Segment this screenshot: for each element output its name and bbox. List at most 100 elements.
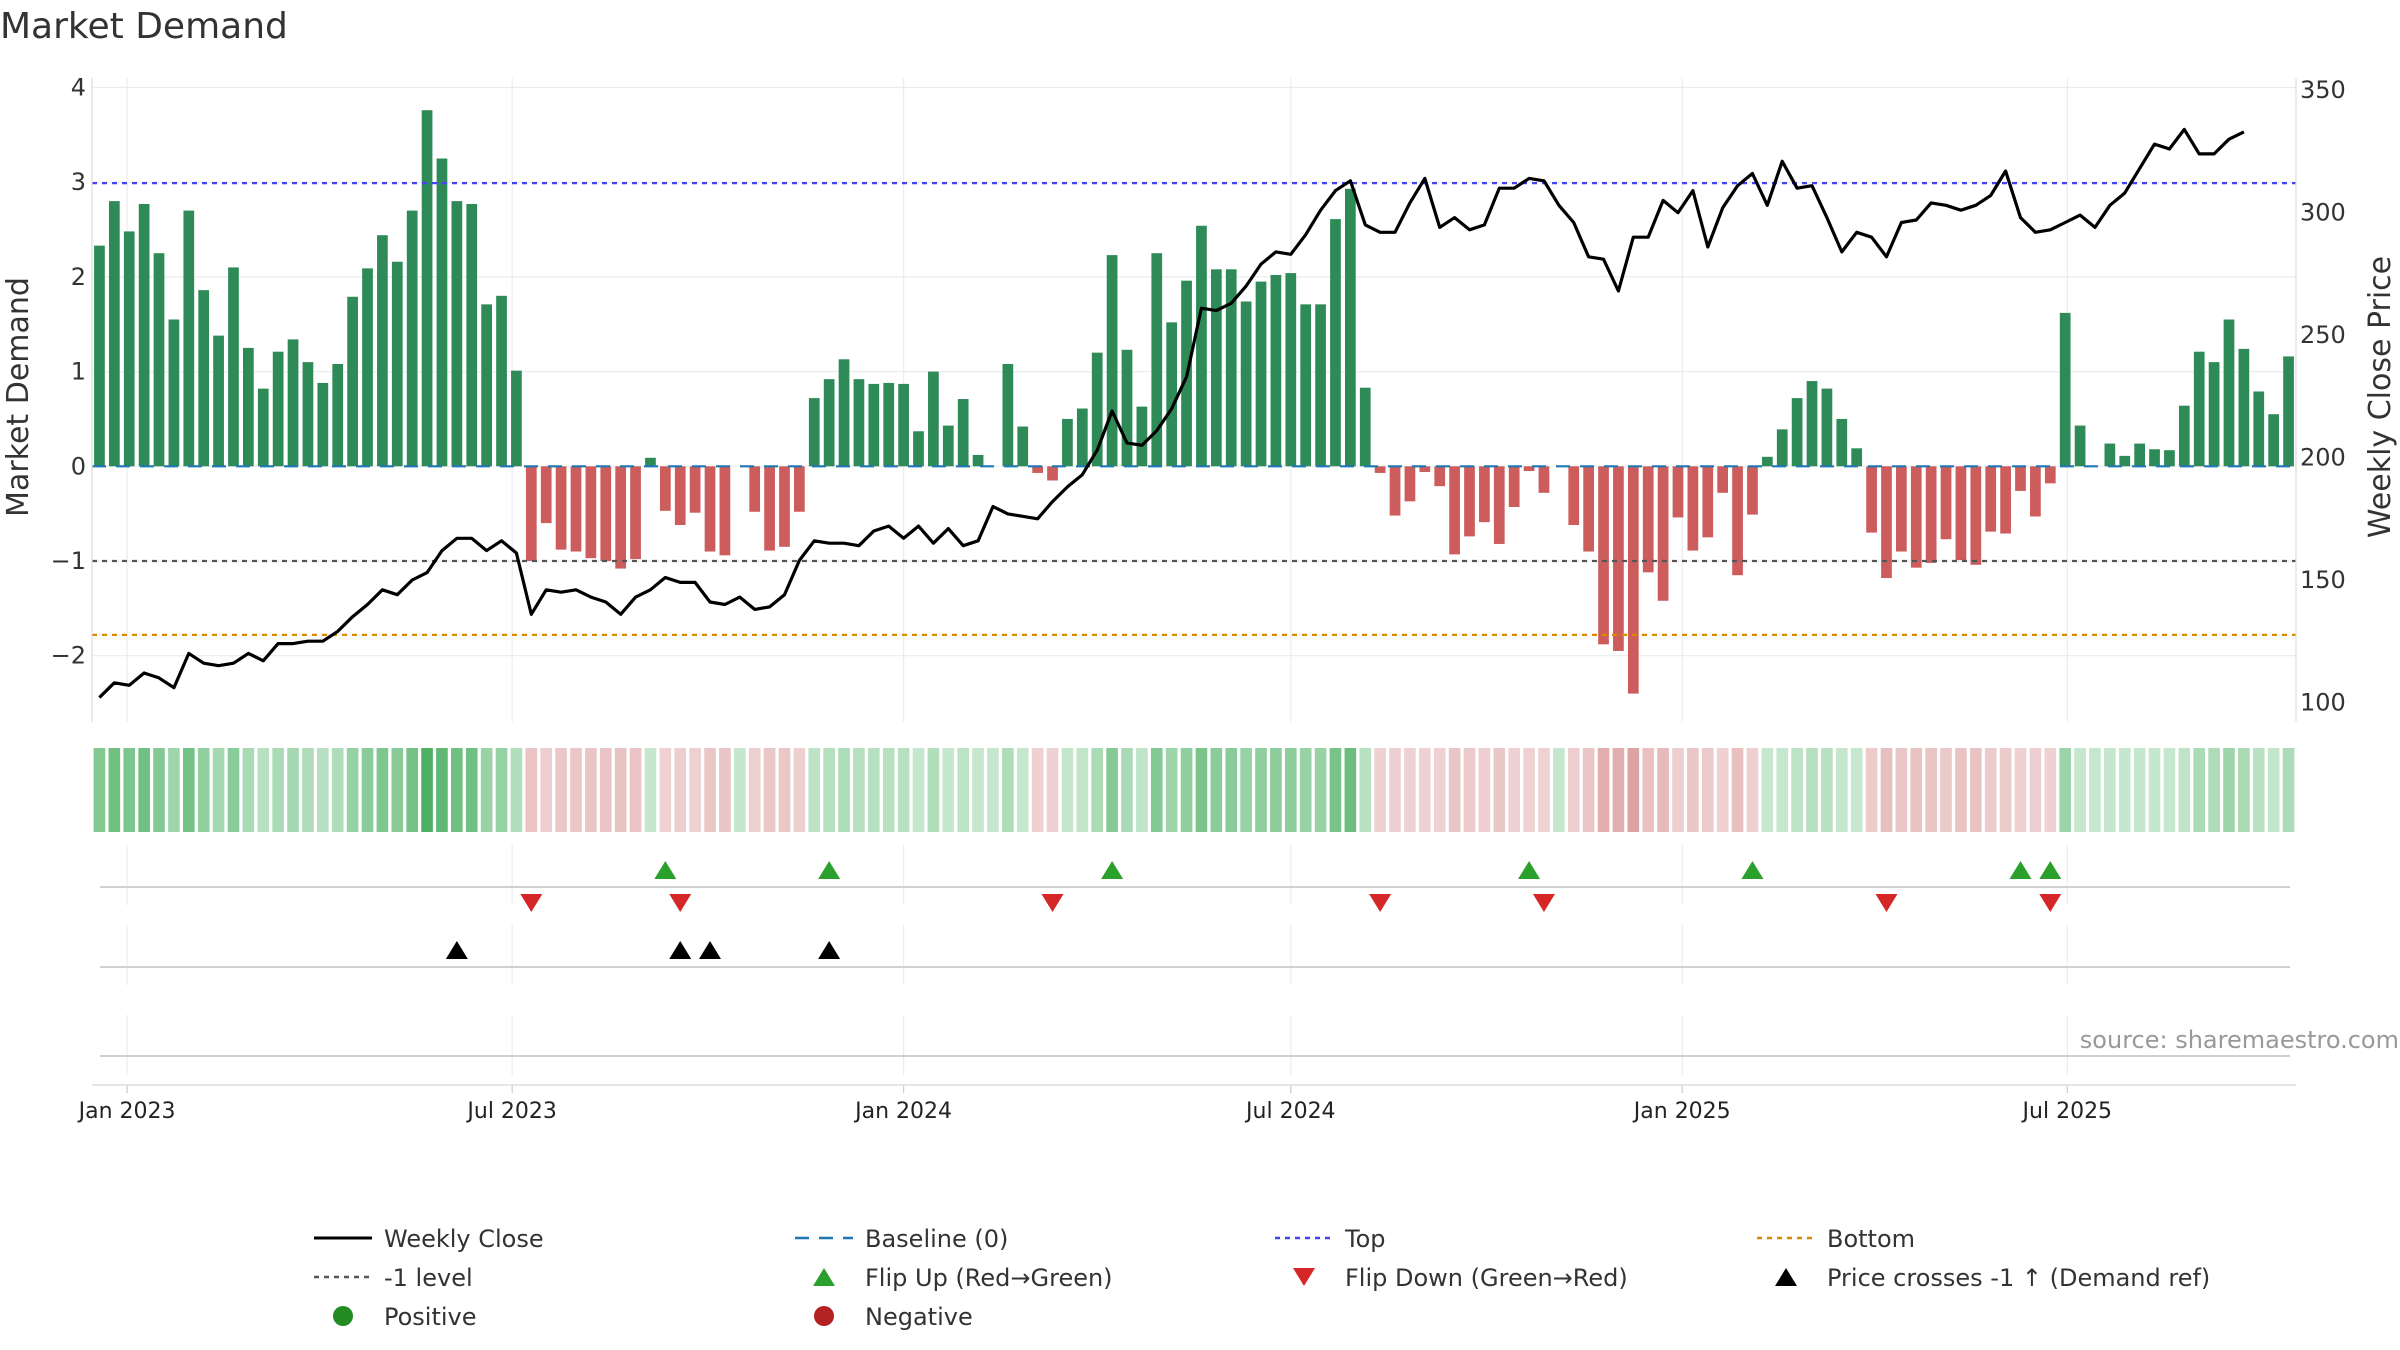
flip-down-marker	[2039, 894, 2062, 912]
y2-axis-label: Weekly Close Price	[2363, 256, 2398, 538]
demand-bar	[243, 347, 254, 467]
legend-label: Weekly Close	[384, 1225, 544, 1253]
legend-swatch-marker	[1775, 1268, 1797, 1286]
demand-strip-cell	[1538, 748, 1550, 832]
y-tick-label: 0	[71, 452, 86, 480]
demand-bar	[1091, 352, 1103, 467]
demand-bar	[1270, 274, 1282, 467]
demand-strip-cell	[1597, 748, 1610, 832]
legend-label: Price crosses -1 ↑ (Demand ref)	[1827, 1264, 2210, 1292]
demand-bar	[466, 203, 478, 467]
demand-strip-cell	[1806, 748, 1818, 832]
demand-bar	[1210, 269, 1222, 467]
demand-bar	[1568, 466, 1580, 526]
demand-strip-cell	[1925, 748, 1937, 832]
demand-bar	[2104, 443, 2116, 467]
demand-bar	[1851, 448, 1863, 467]
demand-strip-cell	[1076, 748, 1089, 832]
demand-strip-cell	[1016, 748, 1029, 832]
y-tick-label: 1	[71, 358, 86, 386]
legend-item-positive: Positive	[333, 1303, 477, 1331]
demand-bar	[481, 304, 492, 467]
demand-strip-cell	[1255, 748, 1267, 832]
demand-bar	[883, 382, 895, 467]
demand-bar	[272, 351, 284, 467]
demand-bar	[2134, 443, 2145, 467]
demand-strip-cell	[272, 748, 284, 832]
demand-bar	[1047, 466, 1058, 481]
demand-strip-cell	[599, 748, 612, 832]
demand-bar	[630, 466, 641, 560]
legend-label: Negative	[865, 1303, 973, 1331]
demand-bar	[451, 201, 463, 467]
demand-bar	[1315, 304, 1326, 467]
demand-bar	[1389, 466, 1401, 516]
demand-bar	[1136, 406, 1148, 467]
demand-bar	[1910, 466, 1922, 568]
demand-bar	[1434, 466, 1446, 487]
demand-bar	[1404, 466, 1416, 502]
demand-bar	[1896, 466, 1907, 552]
demand-strip-cell	[540, 748, 553, 832]
demand-bar	[1776, 429, 1788, 467]
demand-bar	[585, 466, 597, 559]
demand-strip-cell	[391, 748, 404, 832]
demand-bar	[1642, 466, 1654, 573]
demand-bar	[1523, 466, 1535, 472]
demand-bar	[1062, 418, 1073, 467]
demand-bar	[362, 268, 373, 467]
demand-bar	[2283, 356, 2294, 467]
demand-strip-cell	[1270, 748, 1282, 832]
demand-bar	[1300, 304, 1312, 467]
flip-up-marker	[1741, 861, 1764, 879]
demand-bar	[183, 210, 195, 467]
demand-strip-cell	[1850, 748, 1863, 832]
demand-bar	[287, 339, 299, 467]
demand-bar	[674, 466, 686, 526]
demand-color-strip	[93, 748, 2295, 832]
demand-strip-cell	[480, 748, 493, 832]
demand-bar	[2178, 405, 2190, 467]
y2-tick-label: 150	[2300, 566, 2346, 594]
demand-bar	[153, 253, 165, 467]
flip-up-marker	[818, 861, 841, 879]
demand-bar	[1493, 466, 1505, 544]
demand-bar	[198, 290, 210, 467]
demand-strip-cell	[659, 748, 672, 832]
demand-bar	[823, 379, 835, 467]
demand-bar	[1985, 466, 1997, 532]
demand-bar	[1598, 466, 1609, 645]
demand-bar	[1806, 381, 1818, 467]
demand-bar	[808, 398, 820, 467]
demand-strip-cell	[2178, 748, 2191, 832]
demand-strip-cell	[555, 748, 567, 832]
demand-strip-cell	[1136, 748, 1148, 832]
demand-strip-cell	[912, 748, 925, 832]
demand-bar	[421, 110, 433, 467]
demand-strip-cell	[2089, 748, 2101, 832]
demand-strip-cell	[93, 748, 106, 832]
demand-bar	[2015, 466, 2026, 491]
demand-strip-cell	[1225, 748, 1238, 832]
demand-strip-cell	[2193, 748, 2206, 832]
demand-strip-cell	[2014, 748, 2027, 832]
demand-strip-cell	[138, 748, 150, 832]
price-line-layer	[98, 127, 2245, 699]
legend-item-top: Top	[1275, 1225, 1386, 1253]
demand-bar	[764, 466, 775, 551]
demand-strip-cell	[1284, 748, 1297, 832]
demand-bar	[213, 335, 224, 467]
demand-strip-cell	[1121, 748, 1133, 832]
demand-strip-cell	[2044, 748, 2057, 832]
demand-bar	[540, 466, 552, 524]
demand-strip-cell	[1061, 748, 1074, 832]
demand-bar	[898, 383, 909, 467]
demand-strip-cell	[763, 748, 776, 832]
demand-bar	[2238, 348, 2250, 467]
x-tick-label: Jan 2024	[853, 1099, 952, 1124]
demand-strip-cell	[1106, 748, 1118, 832]
demand-strip-cell	[168, 748, 180, 832]
demand-bar	[138, 203, 150, 467]
demand-strip-cell	[987, 748, 999, 832]
demand-strip-cell	[1984, 748, 1997, 832]
